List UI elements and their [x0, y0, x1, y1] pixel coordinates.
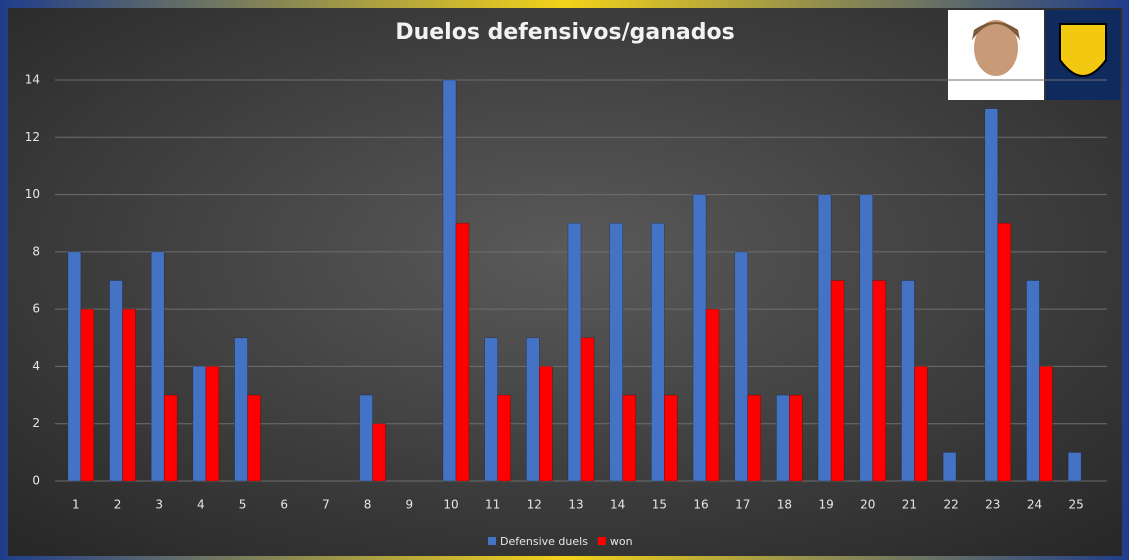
bar: [831, 281, 844, 482]
bar: [706, 309, 719, 481]
x-tick-label: 15: [652, 498, 667, 512]
x-tick-label: 3: [155, 498, 163, 512]
x-tick-label: 12: [527, 498, 542, 512]
bar: [360, 395, 373, 481]
bar: [914, 366, 927, 481]
bar: [81, 309, 94, 481]
x-tick-label: 19: [818, 498, 833, 512]
bar: [568, 223, 581, 481]
x-tick-label: 1: [72, 498, 80, 512]
bar: [485, 338, 498, 481]
bar: [1039, 366, 1052, 481]
bar: [943, 452, 956, 481]
bar: [998, 223, 1011, 481]
bar: [693, 195, 706, 481]
x-tick-label: 4: [197, 498, 205, 512]
bar: [623, 395, 636, 481]
legend-label: Defensive duels: [500, 535, 588, 548]
bar: [498, 395, 511, 481]
bar: [735, 252, 748, 481]
bar: [123, 309, 136, 481]
y-tick-label: 2: [32, 416, 40, 430]
bar: [110, 281, 123, 482]
bar: [818, 195, 831, 481]
x-tick-label: 21: [902, 498, 917, 512]
x-tick-label: 18: [777, 498, 792, 512]
bar: [235, 338, 248, 481]
bar: [526, 338, 539, 481]
bar: [443, 80, 456, 481]
chart: Duelos defensivos/ganados 02468101214123…: [0, 0, 1129, 560]
x-tick-label: 23: [985, 498, 1000, 512]
club-crest: [1060, 24, 1106, 76]
legend-swatch: [488, 537, 496, 545]
bar: [651, 223, 664, 481]
bar: [456, 223, 469, 481]
bar: [581, 338, 594, 481]
x-tick-label: 9: [405, 498, 413, 512]
bar: [1026, 281, 1039, 482]
x-tick-label: 17: [735, 498, 750, 512]
x-tick-label: 11: [485, 498, 500, 512]
x-tick-label: 24: [1027, 498, 1042, 512]
x-tick-label: 20: [860, 498, 875, 512]
bar: [68, 252, 81, 481]
bar: [789, 395, 802, 481]
bar: [610, 223, 623, 481]
y-tick-label: 14: [25, 73, 40, 87]
x-tick-label: 25: [1069, 498, 1084, 512]
x-tick-label: 22: [943, 498, 958, 512]
y-tick-label: 6: [32, 302, 40, 316]
bar: [151, 252, 164, 481]
y-tick-label: 0: [32, 474, 40, 488]
bar: [248, 395, 261, 481]
x-tick-label: 8: [364, 498, 372, 512]
bar: [748, 395, 761, 481]
bar: [860, 195, 873, 481]
x-tick-label: 14: [610, 498, 625, 512]
bar: [1068, 452, 1081, 481]
bar: [985, 109, 998, 481]
bar: [193, 366, 206, 481]
x-tick-label: 5: [239, 498, 247, 512]
y-tick-label: 4: [32, 359, 40, 373]
x-tick-label: 6: [280, 498, 288, 512]
y-tick-label: 12: [25, 130, 40, 144]
bar: [776, 395, 789, 481]
bar: [664, 395, 677, 481]
legend-swatch: [598, 537, 606, 545]
bar: [539, 366, 552, 481]
y-tick-label: 10: [25, 187, 40, 201]
bar: [206, 366, 219, 481]
legend-label: won: [610, 535, 633, 548]
chart-title: Duelos defensivos/ganados: [395, 20, 734, 45]
bar: [901, 281, 914, 482]
y-tick-label: 8: [32, 244, 40, 258]
x-tick-label: 16: [693, 498, 708, 512]
x-tick-label: 10: [443, 498, 458, 512]
bar: [373, 424, 386, 481]
page: Duelos defensivos/ganados 02468101214123…: [0, 0, 1129, 560]
bar: [873, 281, 886, 482]
bar: [164, 395, 177, 481]
x-tick-label: 7: [322, 498, 330, 512]
x-tick-label: 2: [114, 498, 122, 512]
x-tick-label: 13: [568, 498, 583, 512]
